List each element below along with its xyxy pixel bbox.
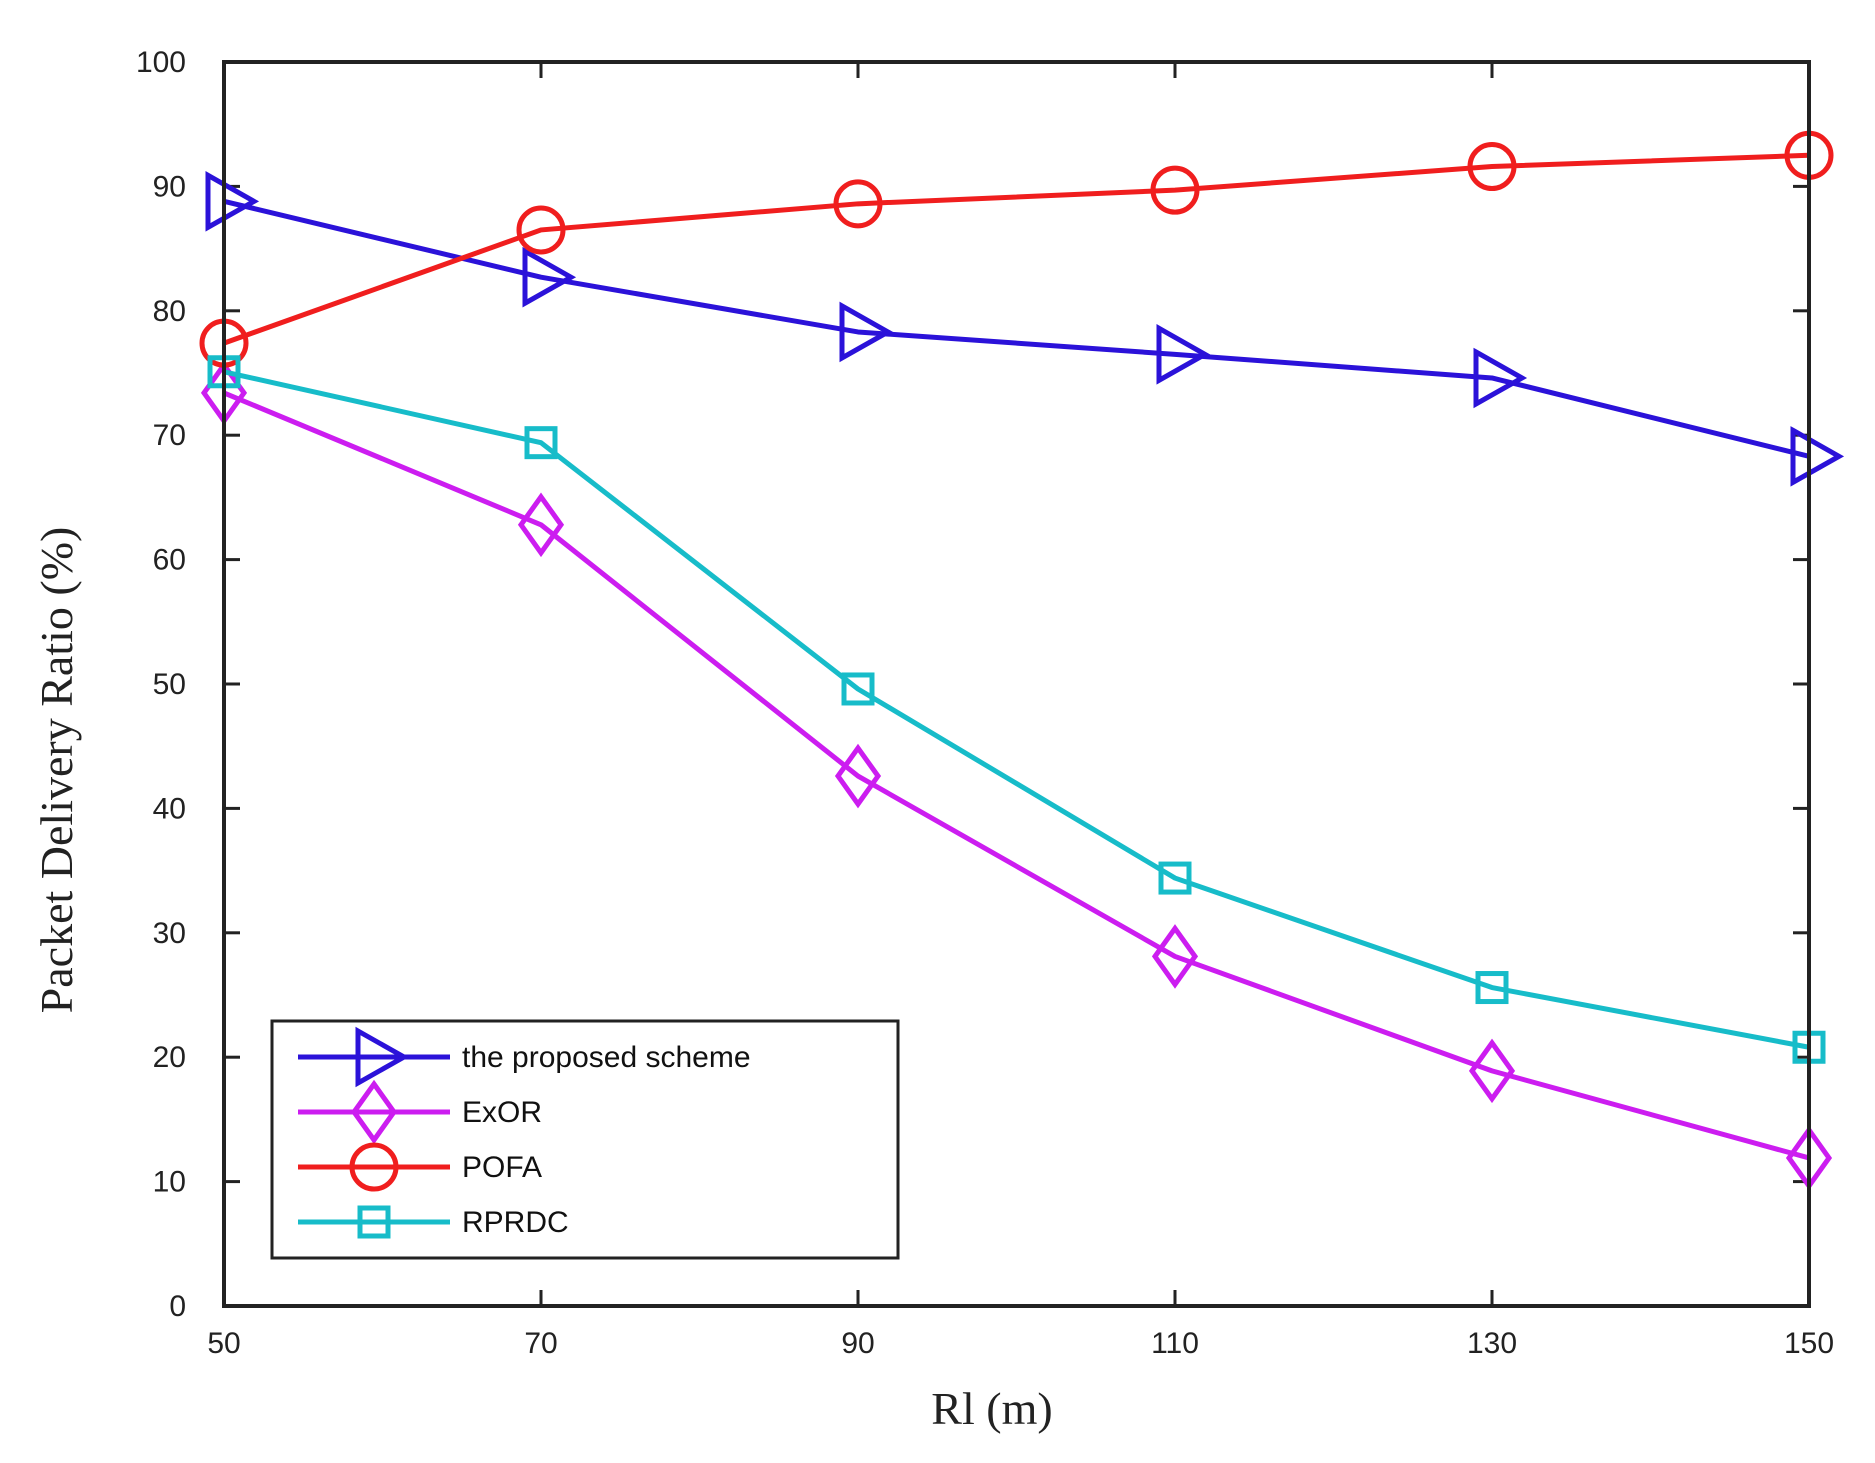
y-tick-label: 60 bbox=[153, 544, 186, 577]
x-tick-label: 110 bbox=[1151, 1327, 1199, 1360]
data-point-the-proposed-scheme bbox=[839, 301, 894, 363]
data-point-the-proposed-scheme bbox=[1790, 426, 1845, 487]
series-layer bbox=[199, 130, 1845, 1191]
legend-entry-rprdc: RPRDC bbox=[298, 1205, 569, 1239]
legend-marker bbox=[349, 1142, 399, 1192]
y-tick-label: 0 bbox=[169, 1290, 186, 1323]
data-point-exor bbox=[1468, 1038, 1516, 1104]
series-line-exor bbox=[223, 390, 1810, 1161]
x-tick-label: 50 bbox=[207, 1327, 240, 1360]
legend-marker bbox=[355, 1026, 410, 1088]
legend-marker bbox=[350, 1079, 398, 1145]
x-tick-label: 90 bbox=[841, 1327, 874, 1360]
y-tick-label: 80 bbox=[153, 295, 186, 328]
y-axis-title: Packet Delivery Ratio (%) bbox=[31, 527, 82, 1014]
data-point-exor bbox=[834, 743, 882, 809]
y-tick-label: 30 bbox=[153, 917, 186, 950]
series-line-the-proposed-scheme bbox=[223, 198, 1810, 459]
y-tick-label: 20 bbox=[153, 1041, 186, 1074]
data-point-pofa bbox=[1150, 165, 1200, 215]
axis-ticks: 0 10 20 30 40 50 60 70 80 90 100 50 70 90 110 130 150 bbox=[136, 46, 1834, 1360]
data-point-the-proposed-scheme bbox=[205, 171, 260, 232]
y-tick-label: 100 bbox=[136, 46, 186, 79]
legend-label: the proposed scheme bbox=[462, 1041, 751, 1074]
y-tick-label: 40 bbox=[153, 792, 186, 825]
legend-label: RPRDC bbox=[462, 1206, 569, 1239]
data-point-the-proposed-scheme bbox=[1473, 347, 1528, 409]
legend-entry-exor: ExOR bbox=[298, 1079, 542, 1145]
x-tick-label: 130 bbox=[1467, 1327, 1517, 1360]
legend-items: the proposed scheme ExOR POFA RPRDC bbox=[298, 1026, 751, 1239]
data-point-exor bbox=[517, 492, 565, 558]
x-tick-label: 150 bbox=[1784, 1327, 1834, 1360]
data-point-the-proposed-scheme bbox=[1156, 324, 1211, 385]
data-point-pofa bbox=[833, 179, 883, 229]
y-tick-label: 50 bbox=[153, 668, 186, 701]
series-the-proposed-scheme bbox=[205, 171, 1845, 487]
y-tick-label: 70 bbox=[153, 419, 186, 452]
plot-area-frame bbox=[222, 60, 1811, 1308]
legend-label: POFA bbox=[462, 1151, 542, 1184]
data-point-the-proposed-scheme bbox=[522, 246, 577, 308]
legend: the proposed scheme ExOR POFA RPRDC bbox=[270, 1019, 900, 1260]
x-tick-label: 70 bbox=[524, 1327, 557, 1360]
x-axis-title: Rl (m) bbox=[931, 1383, 1052, 1434]
legend-marker bbox=[357, 1205, 391, 1239]
y-tick-label: 10 bbox=[153, 1166, 186, 1199]
data-point-rprdc bbox=[1475, 971, 1509, 1005]
series-line-rprdc bbox=[223, 369, 1810, 1050]
legend-entry-the-proposed-scheme: the proposed scheme bbox=[298, 1026, 751, 1088]
y-tick-label: 90 bbox=[153, 170, 186, 203]
data-point-rprdc bbox=[841, 672, 875, 706]
series-line-pofa bbox=[223, 152, 1810, 346]
data-point-rprdc bbox=[1158, 861, 1192, 895]
data-point-rprdc bbox=[524, 426, 558, 460]
legend-entry-pofa: POFA bbox=[298, 1142, 542, 1192]
data-point-pofa bbox=[1467, 141, 1517, 191]
data-point-pofa bbox=[516, 205, 566, 255]
legend-label: ExOR bbox=[462, 1096, 542, 1129]
data-point-exor bbox=[1151, 924, 1199, 989]
